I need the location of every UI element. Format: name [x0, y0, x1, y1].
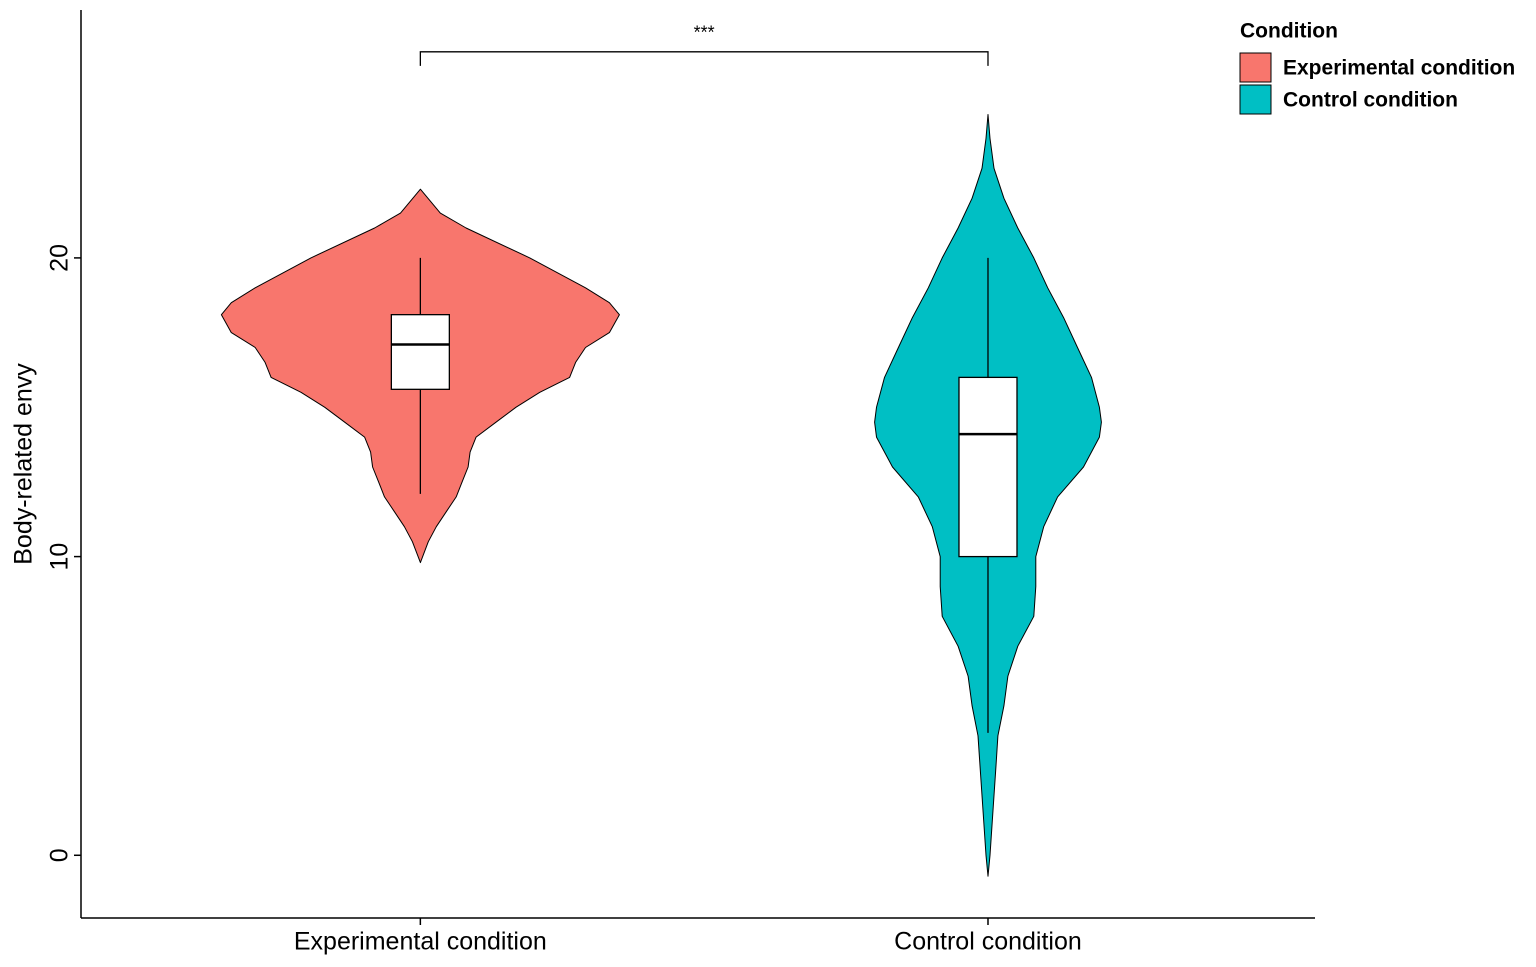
- significance-label: ***: [694, 23, 715, 43]
- box: [390, 314, 451, 390]
- y-tick-label: 20: [46, 244, 74, 272]
- x-tick-label: Experimental condition: [294, 928, 547, 956]
- y-tick-label: 0: [46, 848, 74, 862]
- y-tick-label: 10: [46, 543, 74, 571]
- legend-label: Control condition: [1283, 89, 1458, 112]
- significance-bracket: [419, 51, 989, 66]
- y-axis-title: Body-related envy: [10, 363, 38, 565]
- box: [958, 376, 1018, 558]
- legend-label: Experimental condition: [1283, 57, 1515, 80]
- legend-swatch: [1239, 84, 1272, 115]
- x-tick-label: Control condition: [894, 928, 1082, 956]
- legend-swatch: [1239, 52, 1272, 83]
- legend-title: Condition: [1240, 20, 1338, 43]
